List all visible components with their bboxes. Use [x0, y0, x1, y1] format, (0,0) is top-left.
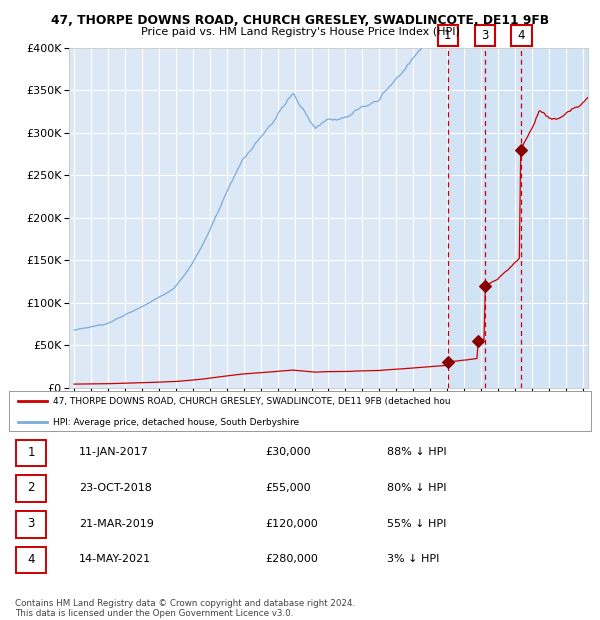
FancyBboxPatch shape	[16, 476, 46, 502]
Text: £30,000: £30,000	[265, 447, 311, 457]
Text: 47, THORPE DOWNS ROAD, CHURCH GRESLEY, SWADLINCOTE, DE11 9FB (detached hou: 47, THORPE DOWNS ROAD, CHURCH GRESLEY, S…	[53, 397, 450, 406]
Text: 11-JAN-2017: 11-JAN-2017	[79, 447, 149, 457]
Text: 4: 4	[518, 29, 525, 42]
Text: Price paid vs. HM Land Registry's House Price Index (HPI): Price paid vs. HM Land Registry's House …	[140, 27, 460, 37]
Point	[480, 281, 490, 291]
FancyBboxPatch shape	[16, 547, 46, 574]
Text: £280,000: £280,000	[265, 554, 318, 564]
Text: 80% ↓ HPI: 80% ↓ HPI	[388, 483, 447, 493]
Text: 3: 3	[481, 29, 488, 42]
Bar	[447, 48, 600, 388]
Text: 1: 1	[444, 29, 451, 42]
Point	[443, 357, 452, 367]
FancyBboxPatch shape	[16, 440, 46, 466]
Text: 55% ↓ HPI: 55% ↓ HPI	[388, 518, 446, 529]
Text: 3% ↓ HPI: 3% ↓ HPI	[388, 554, 440, 564]
Text: 1: 1	[28, 446, 35, 459]
Text: HPI: Average price, detached house, South Derbyshire: HPI: Average price, detached house, Sout…	[53, 417, 299, 427]
Text: 3: 3	[28, 517, 35, 530]
FancyBboxPatch shape	[16, 511, 46, 538]
Text: 21-MAR-2019: 21-MAR-2019	[79, 518, 154, 529]
Text: 4: 4	[28, 553, 35, 566]
Text: 47, THORPE DOWNS ROAD, CHURCH GRESLEY, SWADLINCOTE, DE11 9FB: 47, THORPE DOWNS ROAD, CHURCH GRESLEY, S…	[51, 14, 549, 27]
Text: £55,000: £55,000	[265, 483, 311, 493]
Text: 88% ↓ HPI: 88% ↓ HPI	[388, 447, 447, 457]
Point	[473, 336, 483, 346]
Point	[517, 144, 526, 154]
Text: 23-OCT-2018: 23-OCT-2018	[79, 483, 152, 493]
Text: 2: 2	[28, 481, 35, 494]
Text: Contains HM Land Registry data © Crown copyright and database right 2024.
This d: Contains HM Land Registry data © Crown c…	[15, 599, 355, 618]
Text: £120,000: £120,000	[265, 518, 318, 529]
Text: 14-MAY-2021: 14-MAY-2021	[79, 554, 151, 564]
